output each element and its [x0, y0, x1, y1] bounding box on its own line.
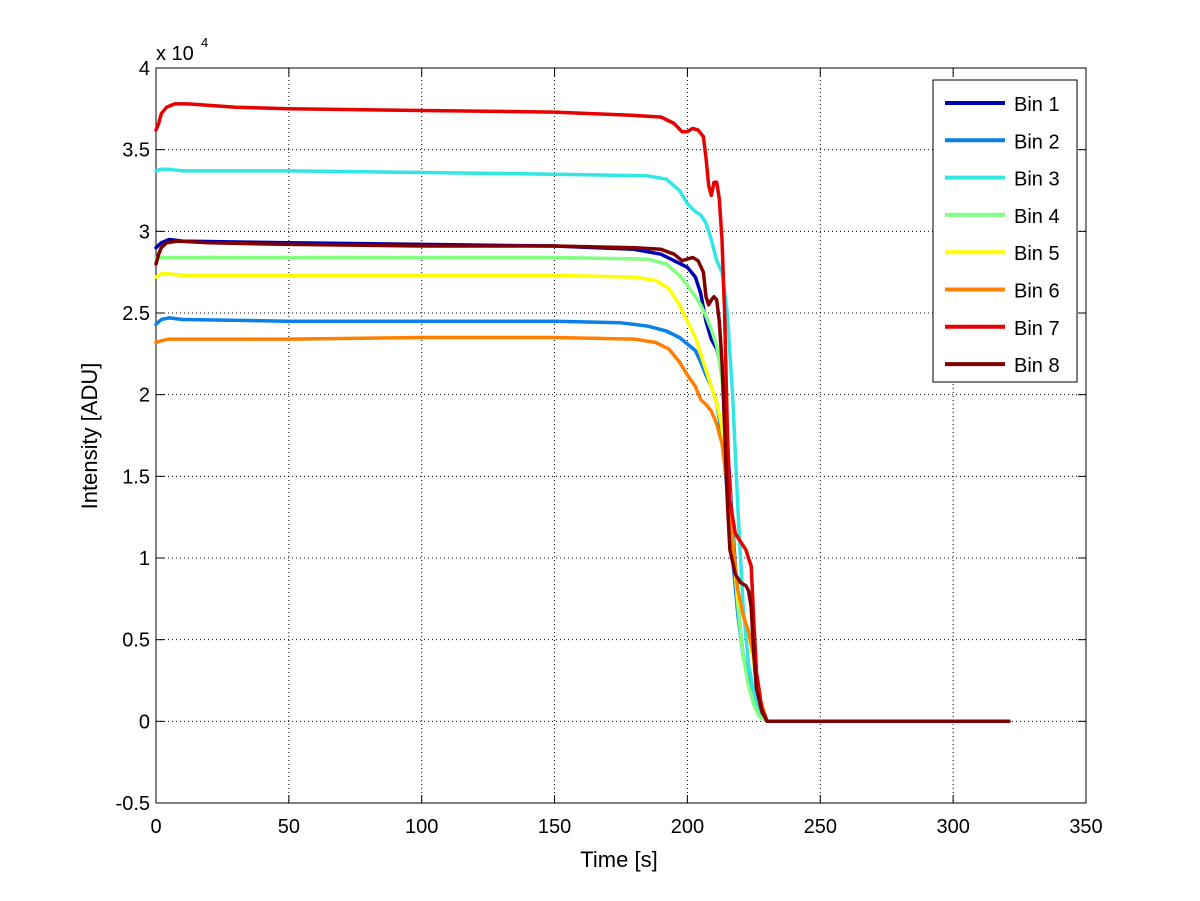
y-axis-title: Intensity [ADU]	[77, 363, 102, 510]
legend-label: Bin 4	[1014, 206, 1060, 228]
y-tick-label: 0.5	[122, 630, 150, 652]
series-line-bin-7	[154, 102, 1011, 724]
plot-area-frame	[155, 67, 1087, 804]
y-tick-label: 2.5	[122, 303, 150, 325]
legend-label: Bin 2	[1014, 131, 1060, 153]
legend-label: Bin 8	[1014, 355, 1060, 377]
y-tick-label: 4	[139, 58, 150, 80]
x-tick-label: 250	[804, 816, 837, 838]
x-tick-label: 100	[405, 816, 438, 838]
y-tick-label: 1.5	[122, 466, 150, 488]
legend-label: Bin 6	[1014, 281, 1060, 303]
y-exponent-power: 4	[201, 35, 208, 50]
y-tick-label: 1	[139, 548, 150, 570]
y-exponent-label: x 10	[156, 43, 194, 65]
series-line-bin-8	[154, 239, 1011, 724]
y-tick-label: -0.5	[116, 793, 150, 815]
y-tick-label: 3.5	[122, 140, 150, 162]
series-line-bin-4	[154, 255, 1011, 724]
y-tick-label: 3	[139, 221, 150, 243]
x-tick-label: 350	[1069, 816, 1102, 838]
legend-label: Bin 7	[1014, 318, 1060, 340]
x-axis-title: Time [s]	[580, 847, 657, 872]
legend-label: Bin 3	[1014, 169, 1060, 191]
legend-box	[932, 79, 1078, 383]
series-lines	[154, 102, 1011, 724]
x-tick-label: 300	[936, 816, 969, 838]
x-tick-label: 150	[538, 816, 571, 838]
axis-ticks: 0 50 100 150 200 250 300 350-0.500.511.522.533.…	[116, 58, 1103, 838]
x-tick-label: 50	[278, 816, 300, 838]
y-tick-label: 2	[139, 385, 150, 407]
legend-label: Bin 5	[1014, 243, 1060, 265]
legend-label: Bin 1	[1014, 94, 1060, 116]
series-line-bin-3	[154, 167, 1011, 724]
x-tick-label: 200	[671, 816, 704, 838]
x-tick-label: 0	[150, 816, 161, 838]
y-tick-label: 0	[139, 711, 150, 733]
legend: Bin 1 Bin 2 Bin 3 Bin 4 Bin 5 Bin 6 Bin 7 Bin 8	[932, 79, 1078, 383]
grid-lines	[156, 68, 1086, 803]
